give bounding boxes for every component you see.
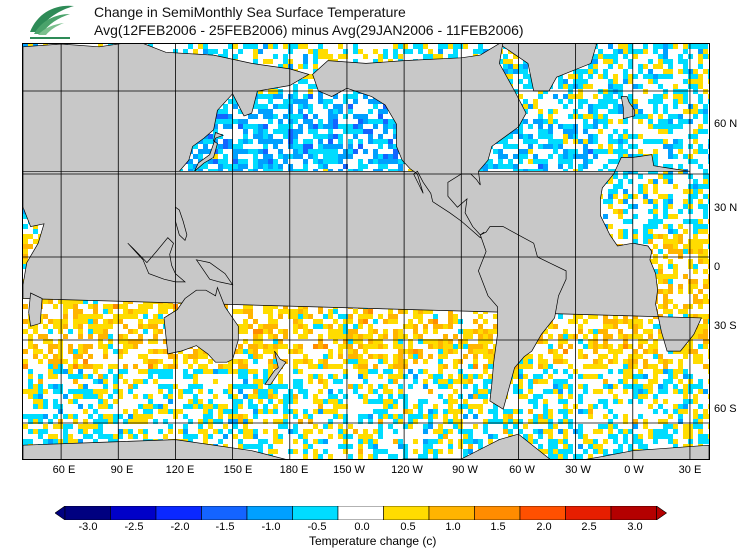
landmass-japan: [194, 132, 225, 172]
legend-swatch: [292, 506, 339, 520]
legend-tick: 0.5: [400, 521, 416, 533]
landmass-new-zealand: [264, 350, 287, 385]
lon-label-60w: 60 W: [509, 464, 535, 476]
legend-swatch: [383, 506, 430, 520]
legend-tick: -3.0: [78, 521, 98, 533]
legend-swatch: [565, 506, 612, 520]
legend-tick: 0.0: [354, 521, 370, 533]
landmass-antarctica: [23, 433, 709, 459]
sst-change-map: [22, 43, 710, 460]
map-canvas: [23, 44, 709, 459]
graticule: [23, 44, 709, 459]
legend-swatch: [64, 506, 111, 520]
lon-label-60e: 60 E: [52, 464, 76, 476]
landmass-madagascar: [28, 292, 43, 327]
chart-title: Change in SemiMonthly Sea Surface Temper…: [94, 3, 524, 39]
legend-tick: 2.0: [536, 521, 552, 533]
lat-label-60n: 60 N: [714, 118, 738, 130]
lat-label-equator: 0: [714, 261, 721, 273]
landmass-philippines: [175, 206, 188, 242]
lon-label-30w: 30 W: [565, 464, 591, 476]
legend-label: Temperature change (c): [309, 534, 437, 548]
lon-label-0w: 0 W: [624, 464, 644, 476]
lon-label-90w: 90 W: [452, 464, 478, 476]
legend-swatch: [201, 506, 248, 520]
landmass-south-america: [478, 226, 567, 410]
lat-label-30s: 30 S: [714, 320, 737, 332]
lon-label-30e: 30 E: [678, 464, 702, 476]
title-line-1: Change in SemiMonthly Sea Surface Temper…: [94, 4, 406, 20]
legend-tick: 1.0: [445, 521, 461, 533]
landmass-greenland: [498, 44, 597, 92]
lon-label-90e: 90 E: [110, 464, 134, 476]
legend-arrow-low: [55, 506, 66, 520]
legend-swatch: [110, 506, 157, 520]
legend-swatch: [246, 506, 293, 520]
lon-label-180e: 180 E: [279, 464, 309, 476]
legend-swatch: [155, 506, 202, 520]
legend-tick: 1.5: [490, 521, 506, 533]
lon-label-150w: 150 W: [333, 464, 365, 476]
legend-tick: -1.5: [215, 521, 235, 533]
landmass-new-guinea: [195, 259, 234, 286]
landmass-australia: [163, 286, 239, 363]
legend-tick: -2.0: [170, 521, 190, 533]
legend-swatch: [428, 506, 475, 520]
title-line-2: Avg(12FEB2006 - 25FEB2006) minus Avg(29J…: [94, 22, 524, 38]
lon-label-120e: 120 E: [165, 464, 195, 476]
legend-tick: -2.5: [124, 521, 144, 533]
legend-tick: 3.0: [627, 521, 643, 533]
legend-swatch: [474, 506, 521, 520]
landmass-uk: [620, 96, 636, 120]
legend-tick: 2.5: [581, 521, 597, 533]
legend-arrow-high: [656, 506, 668, 520]
legend-swatch: [610, 506, 657, 520]
legend-swatch: [519, 506, 566, 520]
lat-label-30n: 30 N: [714, 202, 738, 214]
legend-tick: -1.0: [261, 521, 281, 533]
legend-swatch: [337, 506, 384, 520]
lon-label-120w: 120 W: [391, 464, 423, 476]
agency-logo: [30, 5, 74, 39]
landmass-indonesia: [127, 237, 186, 283]
legend-tick: -0.5: [307, 521, 327, 533]
lon-label-150e: 150 E: [223, 464, 253, 476]
lat-label-60s: 60 S: [714, 403, 737, 415]
color-legend-bar: [55, 506, 668, 520]
